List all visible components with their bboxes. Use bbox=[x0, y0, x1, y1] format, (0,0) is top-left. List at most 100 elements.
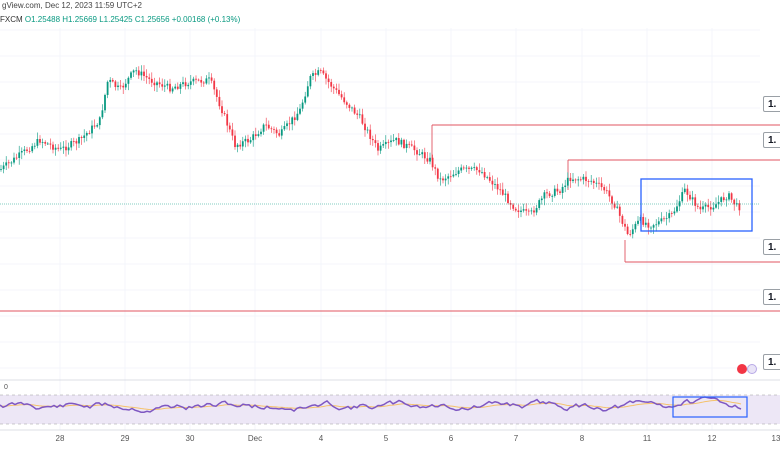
candle-body bbox=[127, 77, 130, 84]
candle-body bbox=[182, 82, 184, 85]
candlesticks bbox=[0, 65, 741, 239]
candle-body bbox=[166, 83, 169, 86]
candle-body bbox=[613, 203, 616, 208]
candle-body bbox=[130, 72, 132, 78]
candle-body bbox=[44, 142, 47, 144]
support-resistance-lines bbox=[0, 124, 780, 312]
candle-body bbox=[699, 206, 702, 210]
candle-body bbox=[426, 158, 429, 162]
candle-body bbox=[600, 183, 603, 188]
candle-body bbox=[598, 182, 600, 184]
candle-body bbox=[145, 75, 148, 78]
price-tag[interactable]: 1. bbox=[763, 289, 780, 305]
candle-body bbox=[465, 167, 468, 169]
candle-body bbox=[33, 145, 36, 147]
candle-body bbox=[70, 141, 73, 148]
candle-body bbox=[548, 193, 551, 197]
date-label: 4 bbox=[318, 434, 324, 443]
candle-body bbox=[603, 187, 606, 191]
candle-body bbox=[468, 167, 470, 169]
candle-body bbox=[397, 138, 400, 145]
candle-body bbox=[247, 138, 249, 143]
candle-body bbox=[689, 194, 691, 200]
candle-body bbox=[348, 104, 351, 108]
candle-body bbox=[478, 170, 481, 173]
candle-body bbox=[104, 94, 106, 111]
candle-body bbox=[41, 142, 44, 143]
candle-body bbox=[624, 223, 626, 227]
candle-body bbox=[559, 191, 561, 193]
candle-body bbox=[202, 82, 205, 84]
candle-body bbox=[197, 79, 200, 81]
candle-body bbox=[7, 162, 10, 164]
candle-body bbox=[442, 178, 444, 181]
candle-body bbox=[109, 79, 112, 82]
candle-body bbox=[332, 86, 335, 89]
candle-body bbox=[215, 89, 218, 97]
candle-body bbox=[72, 141, 75, 142]
price-tag[interactable]: 1. bbox=[763, 96, 780, 112]
open-value: O1.25488 bbox=[24, 15, 61, 24]
candle-body bbox=[280, 129, 283, 136]
candle-body bbox=[616, 206, 619, 208]
candle-body bbox=[405, 143, 408, 148]
candle-body bbox=[62, 146, 65, 148]
date-label: 30 bbox=[185, 434, 195, 443]
candle-body bbox=[488, 177, 491, 181]
candle-body bbox=[668, 213, 671, 219]
candle-body bbox=[163, 85, 166, 87]
candle-body bbox=[23, 149, 26, 151]
candle-body bbox=[382, 144, 385, 146]
candle-body bbox=[730, 193, 733, 200]
candle-body bbox=[36, 139, 39, 146]
candle-body bbox=[309, 75, 312, 87]
candle-body bbox=[291, 117, 294, 125]
price-tag[interactable]: 1. bbox=[763, 132, 780, 148]
candle-body bbox=[10, 162, 13, 164]
candle-body bbox=[13, 157, 15, 163]
candle-body bbox=[457, 170, 460, 175]
candle-body bbox=[358, 114, 361, 116]
candle-body bbox=[176, 86, 179, 89]
candle-body bbox=[46, 143, 49, 145]
price-tag[interactable]: 1. bbox=[763, 239, 780, 255]
candle-body bbox=[325, 73, 327, 79]
candle-body bbox=[187, 84, 190, 87]
date-label: 11 bbox=[642, 434, 652, 443]
candle-body bbox=[403, 139, 405, 148]
candle-body bbox=[153, 82, 156, 86]
candle-body bbox=[304, 96, 307, 103]
rsi-range-box bbox=[672, 396, 748, 418]
chart-grid bbox=[0, 28, 760, 430]
candle-body bbox=[587, 181, 590, 182]
candle-body bbox=[49, 143, 52, 145]
candle-body bbox=[439, 178, 442, 180]
candle-body bbox=[312, 73, 314, 76]
candle-body bbox=[111, 79, 114, 82]
candle-body bbox=[494, 183, 496, 185]
candle-body bbox=[686, 188, 689, 195]
event-icon[interactable] bbox=[737, 364, 747, 374]
candle-body bbox=[231, 129, 234, 136]
candle-body bbox=[241, 141, 244, 147]
candle-body bbox=[618, 206, 621, 216]
candle-body bbox=[717, 201, 720, 205]
candle-body bbox=[319, 70, 322, 72]
candle-body bbox=[377, 143, 379, 151]
candle-body bbox=[117, 85, 119, 88]
price-tag[interactable]: 1. bbox=[763, 354, 780, 370]
candle-body bbox=[213, 80, 216, 90]
candle-body bbox=[278, 133, 281, 136]
candle-body bbox=[322, 70, 325, 74]
candle-body bbox=[150, 78, 153, 83]
candle-body bbox=[423, 152, 426, 159]
candle-body bbox=[260, 131, 262, 135]
candle-body bbox=[585, 176, 587, 182]
candle-body bbox=[702, 206, 704, 210]
rsi-level-label: 0 bbox=[4, 384, 8, 391]
us-flag-icon[interactable] bbox=[747, 364, 757, 374]
date-label: Dec bbox=[247, 434, 263, 443]
candle-body bbox=[192, 78, 195, 82]
candle-body bbox=[343, 97, 346, 103]
